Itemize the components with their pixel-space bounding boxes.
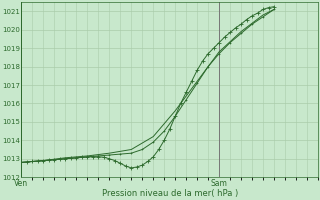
X-axis label: Pression niveau de la mer( hPa ): Pression niveau de la mer( hPa ): [101, 189, 238, 198]
